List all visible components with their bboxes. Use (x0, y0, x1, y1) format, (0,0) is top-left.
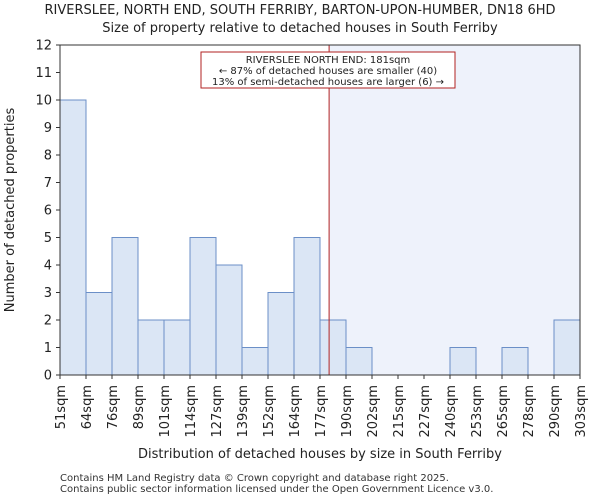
y-tick-label: 12 (35, 39, 52, 54)
bar-177sqm (319, 319, 347, 376)
annotation-box: RIVERSLEE NORTH END: 181sqm ← 87% of det… (200, 51, 456, 89)
annotation-line-3: 13% of semi-detached houses are larger (… (212, 77, 444, 88)
x-tick-label-303sqm: 303sqm (574, 385, 589, 438)
x-tick-label-64sqm: 64sqm (80, 385, 95, 429)
x-tick-label-202sqm: 202sqm (366, 385, 381, 438)
y-tick-label: 7 (44, 176, 52, 191)
footer-line-2: Contains public sector information licen… (60, 484, 494, 495)
bar-127sqm (215, 264, 243, 376)
x-tick-label-177sqm: 177sqm (314, 385, 329, 438)
x-tick-label-101sqm: 101sqm (158, 385, 173, 438)
annotation-line-1: RIVERSLEE NORTH END: 181sqm (246, 55, 411, 66)
bar-240sqm (449, 347, 477, 376)
x-tick-label-152sqm: 152sqm (262, 385, 277, 438)
annotation-border (200, 51, 456, 89)
bar-164sqm (293, 237, 321, 376)
bar-101sqm (163, 319, 191, 376)
footer-line-1: Contains HM Land Registry data © Crown c… (60, 473, 449, 484)
footer: Contains HM Land Registry data © Crown c… (60, 473, 493, 495)
chart-subtitle: Size of property relative to detached ho… (102, 21, 498, 36)
x-tick-label-127sqm: 127sqm (210, 385, 225, 438)
x-tick-label-290sqm: 290sqm (548, 385, 563, 438)
x-tick-label-240sqm: 240sqm (444, 385, 459, 438)
x-ticks-group: 51sqm 64sqm 76sqm 89sqm 101sqm 114sqm 127sqm 13… (54, 375, 589, 438)
annotation-line-2: ← 87% of detached houses are smaller (40… (219, 66, 437, 77)
x-tick-label-76sqm: 76sqm (106, 385, 121, 429)
bars-group (59, 99, 581, 376)
y-tick-label: 8 (44, 149, 52, 164)
bar-76sqm (111, 237, 139, 376)
x-tick-label-51sqm: 51sqm (54, 385, 69, 429)
y-tick-label: 11 (35, 66, 52, 81)
x-tick-label-227sqm: 227sqm (418, 385, 433, 438)
y-tick-label: 5 (44, 231, 52, 246)
x-tick-label-253sqm: 253sqm (470, 385, 485, 438)
x-tick-label-139sqm: 139sqm (236, 385, 251, 438)
bar-139sqm (241, 347, 269, 376)
y-tick-label: 9 (44, 121, 52, 136)
x-tick-label-89sqm: 89sqm (132, 385, 147, 429)
x-tick-label-164sqm: 164sqm (288, 385, 303, 438)
x-tick-label-265sqm: 265sqm (496, 385, 511, 438)
y-tick-label: 4 (44, 259, 52, 274)
y-axis-label: Number of detached properties (3, 108, 18, 313)
y-tick-label: 6 (44, 204, 52, 219)
larger-region-shade (329, 45, 580, 375)
chart-title: RIVERSLEE, NORTH END, SOUTH FERRIBY, BAR… (44, 3, 556, 18)
y-tick-label: 3 (44, 286, 52, 301)
x-tick-label-278sqm: 278sqm (522, 385, 537, 438)
bar-114sqm (189, 237, 217, 376)
x-tick-label-190sqm: 190sqm (340, 385, 355, 438)
y-tick-label: 10 (35, 94, 52, 109)
y-tick-label: 0 (44, 369, 52, 384)
chart-title-block: RIVERSLEE, NORTH END, SOUTH FERRIBY, BAR… (0, 2, 600, 38)
x-tick-label-114sqm: 114sqm (184, 385, 199, 438)
bar-152sqm (267, 292, 295, 376)
plot-frame (59, 44, 581, 376)
bar-265sqm (501, 347, 529, 376)
bar-190sqm (345, 347, 373, 376)
bar-290sqm (553, 319, 581, 376)
bar-51sqm (59, 99, 87, 376)
y-tick-label: 2 (44, 314, 52, 329)
y-tick-label: 1 (44, 341, 52, 356)
bar-64sqm (85, 292, 113, 376)
x-tick-label-215sqm: 215sqm (392, 385, 407, 438)
x-axis-label: Distribution of detached houses by size … (138, 447, 502, 462)
bar-89sqm (137, 319, 165, 376)
